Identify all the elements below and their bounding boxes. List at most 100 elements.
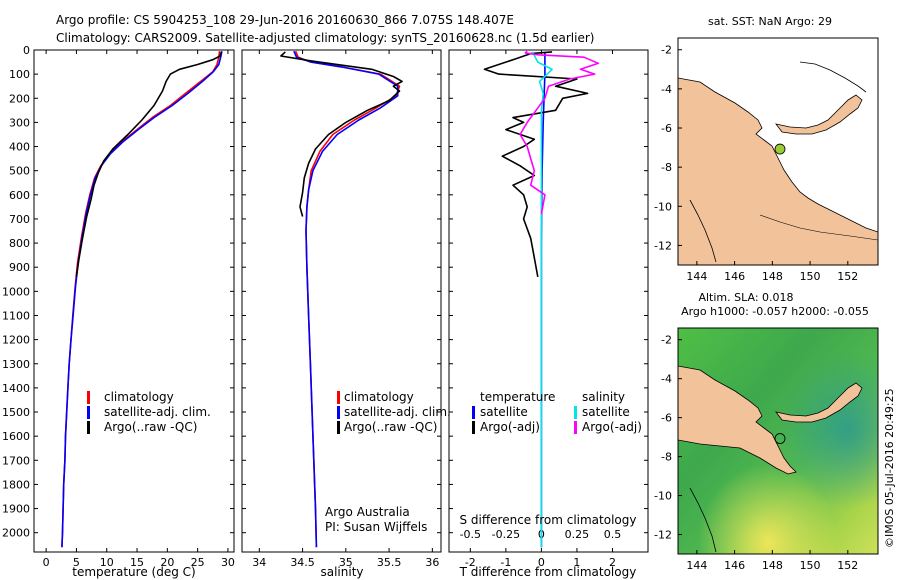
new-britain-land [775,94,863,135]
series-line-climatology [294,50,401,548]
depth-tick-label: 1500 [2,406,30,419]
depth-tick-label: 1800 [2,478,30,491]
s-tick-label: 0.25 [565,528,590,541]
difference-legend: temperature satellite Argo(-adj) salinit… [472,390,642,434]
map-lon-label: 144 [686,559,707,572]
series-line-temperature-argo-adj- [483,51,589,278]
difference-x-axis: -2 -1 0 1 2 [465,50,616,569]
bathymetry-contour [759,214,878,241]
s-tick-label: -0.25 [492,528,520,541]
x-tick-label: 0 [43,556,50,569]
x-tick-label: 36 [425,556,439,569]
temperature-x-axis: 0 5 10 15 20 25 30 [43,50,235,569]
map-lon-label: 152 [837,559,858,572]
map-lon-label: 148 [762,270,783,283]
legend-temperature-title: temperature [480,390,555,404]
series-line-argo-raw-qc- [75,51,223,278]
depth-tick-label: 1000 [2,285,30,298]
temperature-series [61,51,223,548]
salinity-series [280,50,403,548]
map-lat-label: -8 [661,161,672,174]
depth-tick-label: 500 [9,165,30,178]
map-lat-label: -4 [661,83,672,96]
legend-sal-satellite: satellite [582,405,630,419]
title-line-1: Argo profile: CS 5904253_108 29-Jun-2016… [56,13,514,27]
series-line-argo-raw-qc- [280,51,403,217]
x-tick-label: 34 [252,556,266,569]
legend-sal-argo: Argo(-adj) [582,420,642,434]
depth-tick-label: 1200 [2,334,30,347]
depth-tick-label: 0 [23,44,30,57]
depth-tick-label: 900 [9,261,30,274]
t-difference-xlabel: T difference from climatology [459,565,637,579]
x-tick-label: 2 [609,556,616,569]
map-lat-label: -2 [661,44,672,57]
new-guinea-land [678,77,878,265]
x-tick-label: 30 [221,556,235,569]
imos-timestamp: ©IMOS 05-Jul-2016 20:49:25 [883,388,896,548]
difference-panel: -2 -1 0 1 2 -0.5 -0.25 0 0.25 0.5 S difference f… [448,49,649,579]
legend-swatch-argo [337,421,340,434]
float-location-marker [774,433,786,445]
legend-swatch-satellite [87,406,90,419]
depth-tick-label: 700 [9,213,30,226]
legend-satellite-adj: satellite-adj. clim. [344,405,451,419]
sla-map-title-2: Argo h1000: -0.057 h2000: -0.055 [681,305,869,318]
map-lon-label: 148 [762,559,783,572]
temperature-legend: climatology satellite-adj. clim. Argo(..… [87,390,211,434]
legend-climatology: climatology [104,390,174,404]
x-tick-label: 34.5 [290,556,315,569]
s-difference-label: S difference from climatology [460,513,637,527]
sst-map-land [678,61,878,265]
annotation-argo-australia: Argo Australia [325,505,410,519]
salinity-panel: 34 34.5 35 35.5 36 salinity climatology sate… [241,49,451,579]
legend-swatch-sal-argo [574,421,577,434]
salinity-legend: climatology satellite-adj. clim. Argo(..… [337,390,451,434]
australia-coast [689,199,717,263]
x-tick-label: 5 [73,556,80,569]
series-line-satellite-adj-clim- [61,51,223,548]
legend-temp-argo: Argo(-adj) [480,420,540,434]
x-tick-label: 25 [191,556,205,569]
depth-tick-label: 1900 [2,503,30,516]
temperature-panel: 0100200300400500600700800900100011001200… [2,44,235,579]
s-tick-label: 0.5 [604,528,622,541]
legend-argo: Argo(..raw -QC) [344,420,437,434]
map-lat-label: -10 [654,490,672,503]
sla-map: Altim. SLA: 0.018 Argo h1000: -0.057 h20… [654,291,896,572]
legend-climatology: climatology [344,390,414,404]
legend-swatch-satellite [337,406,340,419]
x-tick-label: 1 [573,556,580,569]
legend-swatch-argo [87,421,90,434]
sst-map-title: sat. SST: NaN Argo: 29 [708,15,832,28]
salinity-xlabel: salinity [320,565,363,579]
temperature-xlabel: temperature (deg C) [72,565,195,579]
map-lat-label: -12 [654,529,672,542]
map-lat-label: -12 [654,239,672,252]
map-lon-label: 144 [686,270,707,283]
x-tick-label: -2 [465,556,476,569]
salinity-y-ticks [242,49,441,534]
australia-coast [689,487,717,553]
legend-swatch-climatology [87,391,90,404]
sla-map-title-1: Altim. SLA: 0.018 [698,291,793,304]
sst-map-axes: 144 146 148 150 152 -2 -4 -6 -8 -10 -12 [654,44,858,283]
x-tick-label: 10 [100,556,114,569]
title-line-2: Climatology: CARS2009. Satellite-adjuste… [56,31,594,45]
depth-tick-label: 600 [9,189,30,202]
map-lat-label: -6 [661,122,672,135]
x-tick-label: 15 [130,556,144,569]
legend-swatch-climatology [337,391,340,404]
depth-tick-label: 100 [9,68,30,81]
depth-tick-label: 1300 [2,358,30,371]
sla-map-field [678,328,878,554]
map-lat-label: -2 [661,334,672,347]
sla-map-axes: 144 146 148 150 152 -2 -4 -6 -8 -10 -12 [654,334,858,572]
sla-map-frame [677,327,879,555]
new-ireland-land [799,61,867,93]
map-lat-label: -4 [661,373,672,386]
difference-y-ticks [449,49,648,534]
difference-series [483,50,600,548]
legend-salinity-title: salinity [582,390,625,404]
